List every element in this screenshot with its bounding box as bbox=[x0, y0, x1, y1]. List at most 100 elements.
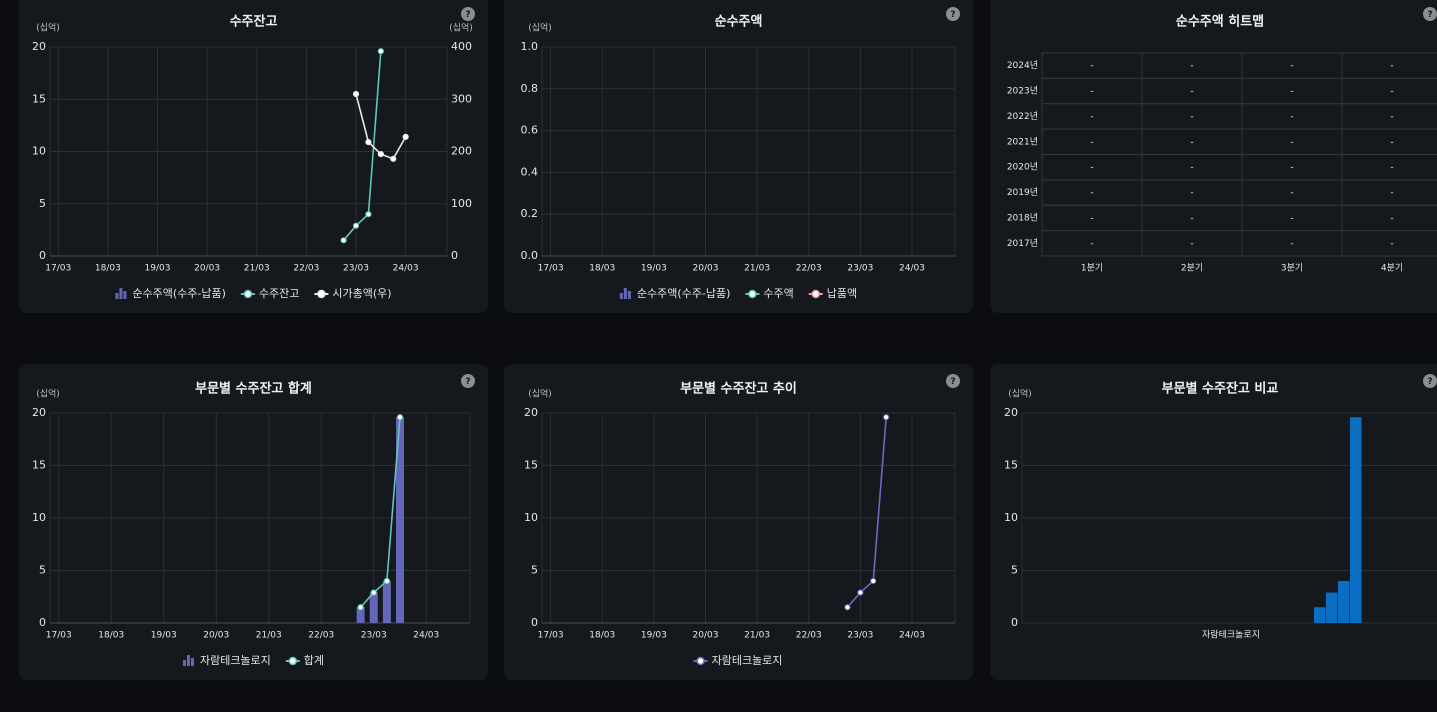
cell-label: - bbox=[1290, 112, 1293, 122]
legend-item[interactable]: 수주잔고 bbox=[240, 287, 299, 300]
panel-background bbox=[990, 364, 1437, 680]
bar bbox=[356, 607, 365, 623]
y-tick-label: 10 bbox=[32, 511, 46, 524]
heatmap-cell bbox=[1241, 103, 1343, 130]
cell-label: - bbox=[1190, 213, 1193, 223]
x-tick-label: 21/03 bbox=[744, 264, 770, 274]
y-unit: (십억) bbox=[36, 388, 60, 400]
x-tick-label: 18/03 bbox=[95, 264, 121, 274]
column-label: 1분기 bbox=[1081, 263, 1103, 274]
legend-item[interactable]: 시가총액(우) bbox=[314, 287, 392, 300]
data-point bbox=[377, 151, 384, 158]
help-icon[interactable] bbox=[946, 7, 960, 21]
legend-item[interactable]: 수주액 bbox=[745, 287, 794, 300]
legend-item[interactable]: 합계 bbox=[285, 654, 324, 667]
y2-unit: (십억) bbox=[449, 22, 473, 34]
legend-item[interactable]: 자람테크놀로지 bbox=[693, 654, 783, 667]
y-tick-label: 0 bbox=[1011, 616, 1018, 629]
cell-label: - bbox=[1090, 137, 1093, 147]
help-icon-label: ? bbox=[1427, 377, 1432, 387]
legend-item[interactable]: 납품액 bbox=[808, 287, 857, 300]
y-tick-label: 1.0 bbox=[521, 40, 539, 53]
heatmap-cell bbox=[1041, 204, 1143, 232]
data-point bbox=[390, 155, 397, 162]
y-tick-label: 15 bbox=[1004, 459, 1018, 472]
legend-icon bbox=[811, 289, 821, 299]
y-tick-label: 0 bbox=[39, 249, 46, 262]
legend-label: 납품액 bbox=[827, 287, 857, 300]
help-icon[interactable] bbox=[1423, 7, 1437, 21]
panel: 순수주액 히트맵 ? 2024년 - - - - 2023년 - - - - 2022년 - - - - 2021… bbox=[990, 0, 1437, 313]
y-tick-label: 20 bbox=[32, 40, 46, 53]
help-icon[interactable] bbox=[946, 374, 960, 388]
x-tick-label: 22/03 bbox=[796, 264, 822, 274]
series-line bbox=[360, 417, 401, 608]
y-tick-label: 10 bbox=[524, 511, 538, 524]
data-point bbox=[365, 211, 372, 218]
row-label: 2020년 bbox=[1007, 162, 1038, 173]
y-tick-label: 5 bbox=[1011, 564, 1018, 577]
legend-label: 순수주액(수주-납품) bbox=[637, 287, 731, 300]
heatmap-cell bbox=[1241, 230, 1343, 257]
y-unit: (십억) bbox=[1008, 388, 1032, 400]
x-tick-label: 17/03 bbox=[538, 631, 564, 641]
chart-title: 부문별 수주잔고 추이 bbox=[680, 381, 797, 397]
help-icon-label: ? bbox=[950, 10, 955, 20]
legend-item[interactable]: 순수주액(수주-납품) bbox=[115, 287, 226, 300]
x-tick-label: 18/03 bbox=[98, 631, 124, 641]
heatmap-cell bbox=[1341, 230, 1437, 257]
heatmap-cell bbox=[1241, 77, 1343, 105]
help-icon[interactable] bbox=[1423, 374, 1437, 388]
help-icon[interactable] bbox=[461, 374, 475, 388]
cell-label: - bbox=[1190, 61, 1193, 71]
x-tick-label: 23/03 bbox=[343, 264, 369, 274]
legend-icon bbox=[623, 288, 627, 299]
legend-icon bbox=[288, 656, 298, 666]
x-tick-label: 22/03 bbox=[796, 631, 822, 641]
panel: 부문별 수주잔고 추이 ? (십억) 0 5 10 15 20 17/03 18/03 19/03 2… bbox=[504, 364, 973, 680]
y-tick-label: 0 bbox=[531, 616, 538, 629]
x-tick-label: 19/03 bbox=[145, 264, 171, 274]
x-tick-label: 17/03 bbox=[46, 631, 72, 641]
x-tick-label: 23/03 bbox=[847, 631, 873, 641]
cell-label: - bbox=[1090, 213, 1093, 223]
legend-label: 합계 bbox=[304, 654, 324, 667]
x-tick-label: 24/03 bbox=[899, 264, 925, 274]
series-line bbox=[846, 417, 887, 608]
legend: 자람테크놀로지 bbox=[693, 654, 783, 667]
legend-label: 자람테크놀로지 bbox=[712, 654, 783, 667]
y-tick-label: 15 bbox=[32, 92, 46, 105]
legend-icon bbox=[627, 291, 631, 299]
data-point bbox=[857, 589, 864, 596]
legend-icon bbox=[696, 656, 705, 666]
cell-label: - bbox=[1290, 213, 1293, 223]
y-tick-label: 20 bbox=[524, 406, 538, 419]
cell-label: - bbox=[1190, 239, 1193, 249]
data-point bbox=[340, 237, 347, 244]
help-icon[interactable] bbox=[461, 7, 475, 21]
x-tick-label: 23/03 bbox=[361, 631, 387, 641]
bar bbox=[1350, 417, 1362, 623]
x-tick-label: 17/03 bbox=[45, 264, 71, 274]
column-label: 2분기 bbox=[1181, 263, 1203, 274]
x-tick-label: 19/03 bbox=[641, 264, 667, 274]
x-tick-label: 20/03 bbox=[693, 264, 719, 274]
bar bbox=[382, 581, 391, 623]
x-tick-label: 19/03 bbox=[641, 631, 667, 641]
cell-label: - bbox=[1390, 239, 1393, 249]
row-label: 2019년 bbox=[1007, 187, 1038, 198]
y-tick-label: 5 bbox=[39, 197, 46, 210]
x-tick-label: 24/03 bbox=[393, 264, 419, 274]
legend-item[interactable]: 자람테크놀로지 bbox=[182, 654, 271, 667]
cell-label: - bbox=[1290, 239, 1293, 249]
cell-label: - bbox=[1190, 188, 1193, 198]
legend-item[interactable]: 순수주액(수주-납품) bbox=[619, 287, 731, 300]
x-tick-label: 20/03 bbox=[203, 631, 229, 641]
panel: 부문별 수주잔고 합계 ? (십억) 0 5 10 15 20 17/03 18/03 19/03 2… bbox=[19, 364, 488, 680]
cell-label: - bbox=[1190, 137, 1193, 147]
y2-tick-label: 100 bbox=[451, 197, 472, 210]
x-tick-label: 24/03 bbox=[899, 631, 925, 641]
row-label: 2022년 bbox=[1007, 111, 1038, 122]
